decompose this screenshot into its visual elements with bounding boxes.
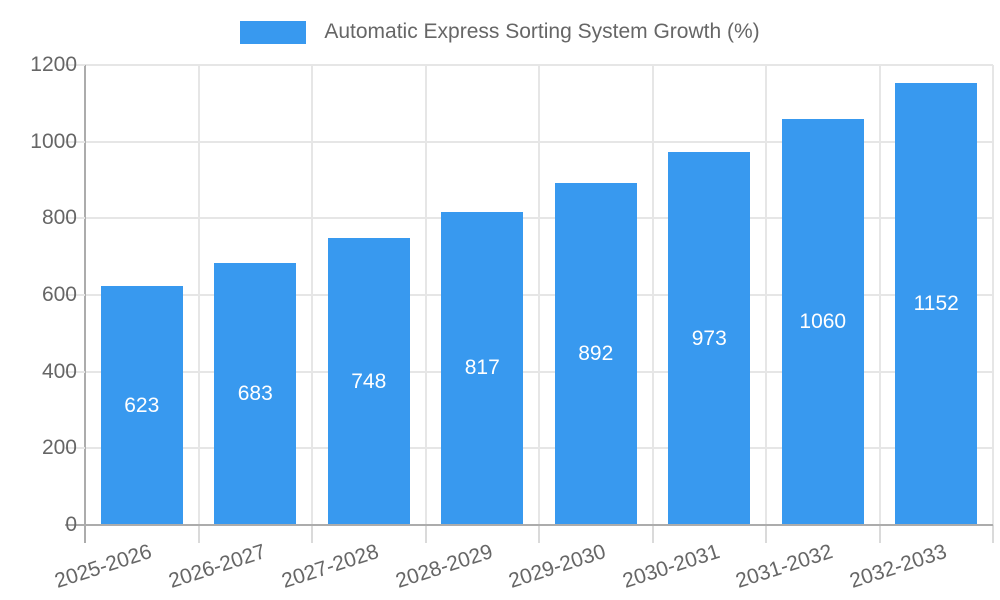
gridline-x-2 [311, 65, 313, 525]
y-tick-800 [65, 217, 85, 220]
bar-2029-2030[interactable]: 892 [554, 183, 637, 525]
legend-label: Automatic Express Sorting System Growth … [324, 20, 760, 43]
y-axis-label-1200: 1200 [30, 53, 77, 76]
x-tick-8 [992, 525, 994, 543]
x-tick-2 [311, 525, 313, 543]
x-tick-0 [84, 525, 86, 543]
y-axis-label-400: 400 [41, 359, 77, 383]
gridline-x-0 [84, 65, 86, 525]
bar-value-label: 748 [351, 369, 387, 393]
y-tick-400 [65, 370, 85, 373]
y-axis-label-0: 0 [65, 513, 77, 536]
bar-2027-2028[interactable]: 748 [327, 238, 410, 525]
bar-2028-2029[interactable]: 817 [441, 211, 524, 525]
y-tick-1200 [65, 64, 85, 66]
bar-value-label: 1152 [913, 292, 959, 316]
x-tick-4 [538, 525, 540, 543]
x-tick-3 [424, 525, 427, 543]
x-tick-6 [765, 525, 767, 543]
bar-value-label: 892 [578, 342, 614, 366]
x-axis-label-2025-2026: 2025-2026 [52, 540, 155, 593]
bar-2031-2032[interactable]: 1060 [781, 118, 864, 525]
gridline-x-4 [538, 65, 540, 525]
x-axis-label-2026-2027: 2026-2027 [165, 540, 269, 593]
y-tick-200 [65, 447, 85, 450]
gridline-x-8 [992, 65, 994, 525]
plot-area: 623 683 748 817 892 973 1060 1152 [84, 64, 994, 525]
gridline-x-5 [651, 65, 654, 525]
bar-value-label: 973 [691, 326, 727, 350]
bar-value-label: 1060 [799, 309, 847, 333]
x-axis-line [85, 524, 993, 526]
x-tick-1 [197, 525, 200, 543]
gridline-x-1 [197, 65, 200, 525]
bar-2032-2033[interactable]: 1152 [895, 83, 978, 525]
gridline-x-6 [765, 65, 767, 525]
x-axis-label-2028-2029: 2028-2029 [392, 540, 496, 593]
legend-swatch [240, 20, 307, 44]
bar-2026-2027[interactable]: 683 [214, 263, 297, 525]
y-axis-label-200: 200 [41, 436, 77, 460]
bar-value-label: 683 [237, 382, 273, 406]
x-axis-label-2032-2033: 2032-2033 [846, 540, 950, 593]
y-tick-1000 [65, 140, 85, 143]
x-axis-label-2031-2032: 2031-2032 [733, 540, 836, 593]
x-tick-5 [651, 525, 654, 543]
bar-2030-2031[interactable]: 973 [668, 152, 751, 525]
y-axis-label-600: 600 [41, 283, 77, 306]
bar-value-label: 817 [464, 356, 500, 380]
chart-legend[interactable]: Automatic Express Sorting System Growth … [0, 20, 1000, 44]
x-tick-7 [878, 525, 881, 543]
gridline-x-7 [878, 65, 881, 525]
y-tick-0 [65, 524, 85, 526]
bar-value-label: 623 [124, 393, 160, 417]
x-axis-label-2027-2028: 2027-2028 [279, 540, 382, 593]
y-tick-600 [65, 294, 85, 296]
x-axis-label-2030-2031: 2030-2031 [619, 540, 723, 593]
y-axis-label-800: 800 [41, 206, 77, 230]
x-axis-label-2029-2030: 2029-2030 [506, 540, 609, 593]
bar-2025-2026[interactable]: 623 [100, 286, 183, 525]
y-axis-label-1000: 1000 [30, 129, 77, 153]
gridline-x-3 [424, 65, 427, 525]
